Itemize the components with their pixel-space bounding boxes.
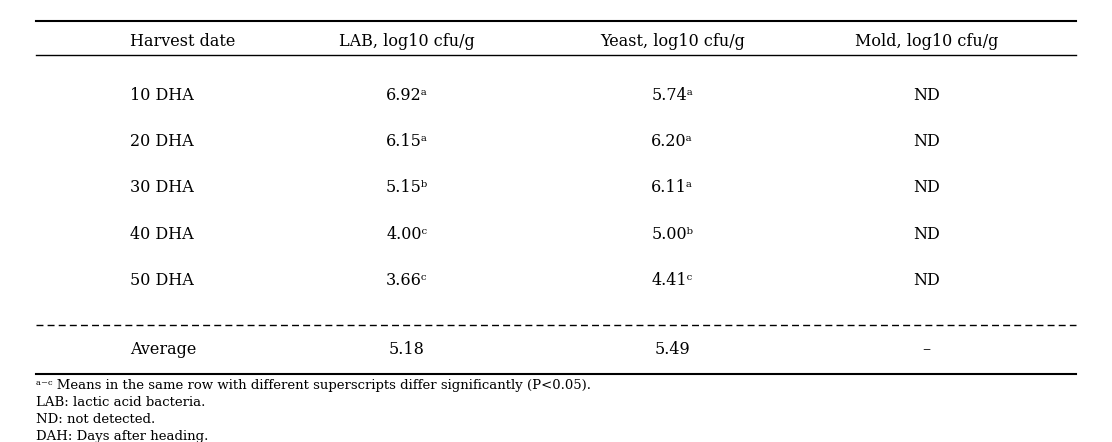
Text: ᵃ⁻ᶜ Means in the same row with different superscripts differ significantly (P<0.: ᵃ⁻ᶜ Means in the same row with different…: [36, 379, 590, 392]
Text: 20 DHA: 20 DHA: [130, 133, 193, 150]
Text: DAH: Days after heading.: DAH: Days after heading.: [36, 430, 208, 442]
Text: 3.66ᶜ: 3.66ᶜ: [386, 272, 427, 289]
Text: 5.18: 5.18: [389, 341, 425, 358]
Text: 5.49: 5.49: [654, 341, 691, 358]
Text: –: –: [923, 341, 931, 358]
Text: ND: ND: [913, 87, 940, 103]
Text: 5.15ᵇ: 5.15ᵇ: [386, 179, 428, 196]
Text: ND: ND: [913, 133, 940, 150]
Text: LAB: lactic acid bacteria.: LAB: lactic acid bacteria.: [36, 396, 206, 409]
Text: 6.15ᵃ: 6.15ᵃ: [386, 133, 428, 150]
Text: ND: ND: [913, 272, 940, 289]
Text: 40 DHA: 40 DHA: [130, 225, 193, 243]
Text: 30 DHA: 30 DHA: [130, 179, 193, 196]
Text: 4.41ᶜ: 4.41ᶜ: [652, 272, 693, 289]
Text: ND: ND: [913, 179, 940, 196]
Text: 50 DHA: 50 DHA: [130, 272, 193, 289]
Text: Yeast, log10 cfu/g: Yeast, log10 cfu/g: [599, 33, 745, 50]
Text: 4.00ᶜ: 4.00ᶜ: [386, 225, 427, 243]
Text: Average: Average: [130, 341, 197, 358]
Text: Mold, log10 cfu/g: Mold, log10 cfu/g: [855, 33, 999, 50]
Text: 10 DHA: 10 DHA: [130, 87, 193, 103]
Text: 6.92ᵃ: 6.92ᵃ: [386, 87, 428, 103]
Text: LAB, log10 cfu/g: LAB, log10 cfu/g: [339, 33, 475, 50]
Text: 5.00ᵇ: 5.00ᵇ: [652, 225, 693, 243]
Text: 5.74ᵃ: 5.74ᵃ: [652, 87, 693, 103]
Text: 6.20ᵃ: 6.20ᵃ: [652, 133, 693, 150]
Text: ND: not detected.: ND: not detected.: [36, 413, 156, 426]
Text: Harvest date: Harvest date: [130, 33, 236, 50]
Text: ND: ND: [913, 225, 940, 243]
Text: 6.11ᵃ: 6.11ᵃ: [652, 179, 693, 196]
